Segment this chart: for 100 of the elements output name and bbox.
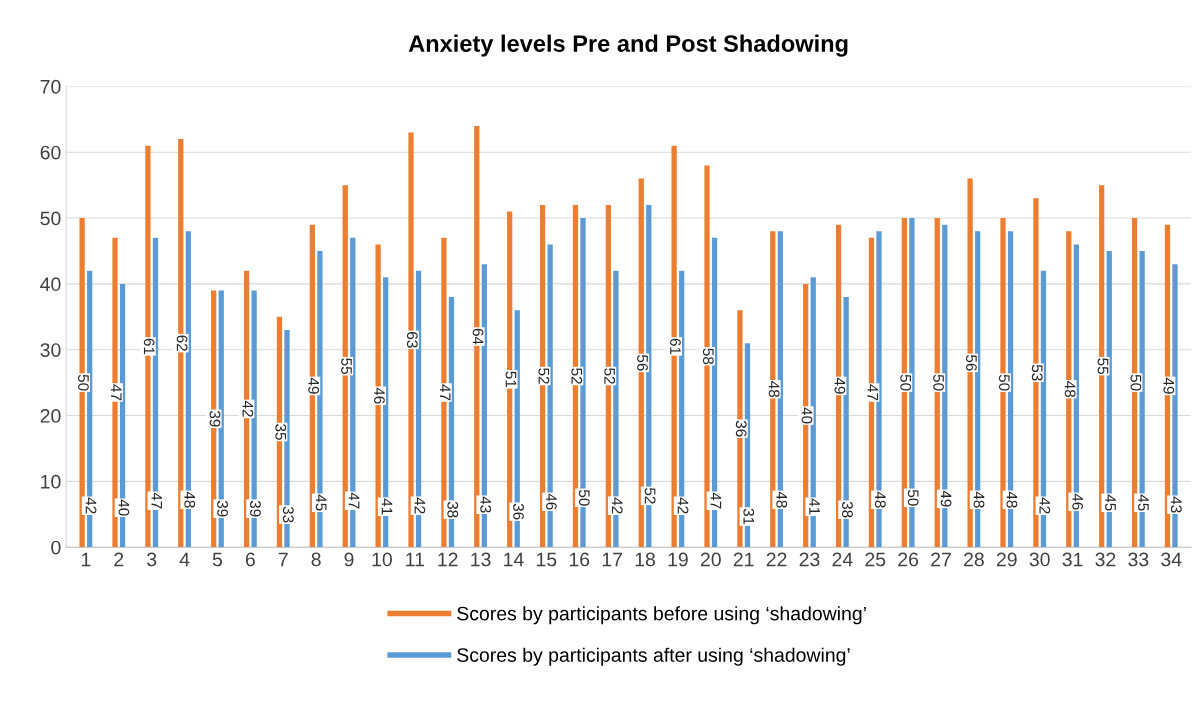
- data-label: 53: [1031, 364, 1043, 381]
- chart-title: Anxiety levels Pre and Post Shadowing: [408, 34, 848, 57]
- data-label: 38: [447, 501, 459, 518]
- data-label: 39: [217, 500, 228, 517]
- data-label: 41: [809, 498, 820, 515]
- data-label: 48: [768, 381, 780, 398]
- data-label: 42: [1039, 497, 1051, 514]
- data-label: 50: [933, 374, 944, 391]
- data-label: 48: [184, 491, 196, 508]
- x-tick-label: 1: [81, 552, 91, 567]
- x-tick-label: 9: [344, 552, 354, 567]
- data-label: 45: [1138, 494, 1149, 511]
- x-tick-label: 22: [766, 552, 787, 567]
- y-tick-label: 70: [40, 79, 61, 94]
- x-tick-label: 8: [311, 552, 321, 567]
- x-tick-label: 25: [865, 552, 886, 567]
- data-label: 47: [111, 384, 122, 401]
- data-label: 48: [776, 491, 788, 508]
- data-label: 33: [282, 506, 294, 523]
- data-label: 55: [1097, 358, 1109, 375]
- data-label: 46: [1072, 493, 1084, 510]
- x-tick-label: 14: [504, 552, 524, 567]
- x-tick-label: 15: [537, 552, 557, 567]
- data-label: 43: [480, 496, 492, 513]
- x-tick-label: 20: [700, 552, 721, 567]
- data-label: 48: [973, 491, 985, 508]
- data-label: 42: [414, 497, 426, 514]
- data-label: 56: [637, 355, 648, 371]
- data-label: 62: [176, 335, 188, 351]
- data-label: 38: [842, 501, 853, 518]
- x-tick-label: 3: [147, 552, 157, 567]
- x-tick-label: 18: [635, 552, 655, 567]
- x-tick-label: 6: [245, 552, 255, 567]
- x-tick-label: 29: [996, 552, 1017, 567]
- data-label: 40: [118, 499, 130, 516]
- data-label: 47: [710, 492, 722, 509]
- data-label: 31: [743, 508, 755, 525]
- data-label: 42: [85, 497, 97, 514]
- data-label: 45: [1105, 494, 1116, 511]
- data-label: 50: [900, 374, 912, 391]
- data-label: 36: [735, 420, 747, 437]
- data-label: 56: [966, 355, 977, 371]
- x-tick-label: 30: [1029, 552, 1050, 567]
- x-tick-label: 28: [964, 552, 984, 567]
- data-label: 42: [611, 497, 623, 514]
- data-label: 46: [546, 493, 557, 510]
- y-tick-label: 50: [40, 211, 61, 226]
- data-label: 48: [1064, 381, 1076, 398]
- data-label: 49: [834, 377, 846, 394]
- x-tick-label: 24: [832, 552, 853, 567]
- data-label: 51: [505, 371, 517, 388]
- x-tick-label: 32: [1095, 552, 1116, 567]
- x-tick-label: 7: [278, 552, 288, 567]
- x-tick-label: 26: [898, 552, 919, 567]
- data-label: 47: [348, 492, 360, 509]
- data-label: 49: [1163, 377, 1175, 394]
- data-label: 50: [578, 489, 590, 506]
- y-tick-label: 60: [40, 145, 61, 160]
- data-label: 48: [874, 491, 886, 508]
- data-label: 50: [1130, 374, 1142, 391]
- data-label: 45: [315, 494, 327, 511]
- data-label: 42: [242, 400, 254, 417]
- data-label: 49: [940, 490, 952, 507]
- x-tick-label: 31: [1062, 552, 1083, 567]
- data-label: 40: [801, 407, 813, 424]
- legend-label: Scores by participants before using ‘shadowing’: [457, 606, 866, 625]
- data-label: 39: [209, 410, 221, 427]
- data-label: 58: [702, 348, 714, 365]
- data-label: 47: [439, 384, 451, 401]
- y-tick-label: 40: [40, 277, 61, 292]
- data-label: 36: [513, 503, 524, 520]
- data-label: 61: [670, 338, 681, 355]
- x-tick-label: 12: [438, 552, 458, 567]
- legend-label: Scores by participants after using ‘shadowing’: [457, 647, 850, 666]
- x-tick-label: 11: [406, 552, 424, 567]
- x-tick-label: 16: [569, 552, 590, 567]
- data-label: 64: [472, 328, 484, 345]
- y-tick-label: 20: [40, 409, 61, 423]
- data-label: 41: [381, 498, 393, 515]
- x-tick-label: 4: [179, 552, 190, 567]
- x-tick-label: 2: [114, 552, 124, 567]
- data-label: 39: [250, 500, 261, 517]
- data-label: 48: [1006, 491, 1018, 508]
- data-label: 52: [571, 368, 583, 384]
- data-label: 42: [677, 497, 689, 514]
- data-label: 61: [143, 338, 155, 355]
- x-tick-label: 5: [212, 552, 223, 567]
- x-tick-label: 10: [372, 552, 392, 567]
- x-tick-label: 27: [931, 552, 951, 567]
- y-tick-label: 30: [40, 343, 61, 357]
- x-tick-label: 33: [1128, 552, 1149, 567]
- x-tick-label: 23: [799, 552, 820, 567]
- x-tick-label: 19: [668, 552, 688, 567]
- data-label: 50: [998, 374, 1010, 391]
- data-label: 55: [341, 358, 352, 375]
- data-label: 43: [1170, 496, 1182, 513]
- data-label: 52: [538, 368, 550, 384]
- data-label: 49: [308, 377, 320, 394]
- data-label: 50: [907, 489, 919, 506]
- x-tick-label: 13: [471, 552, 491, 567]
